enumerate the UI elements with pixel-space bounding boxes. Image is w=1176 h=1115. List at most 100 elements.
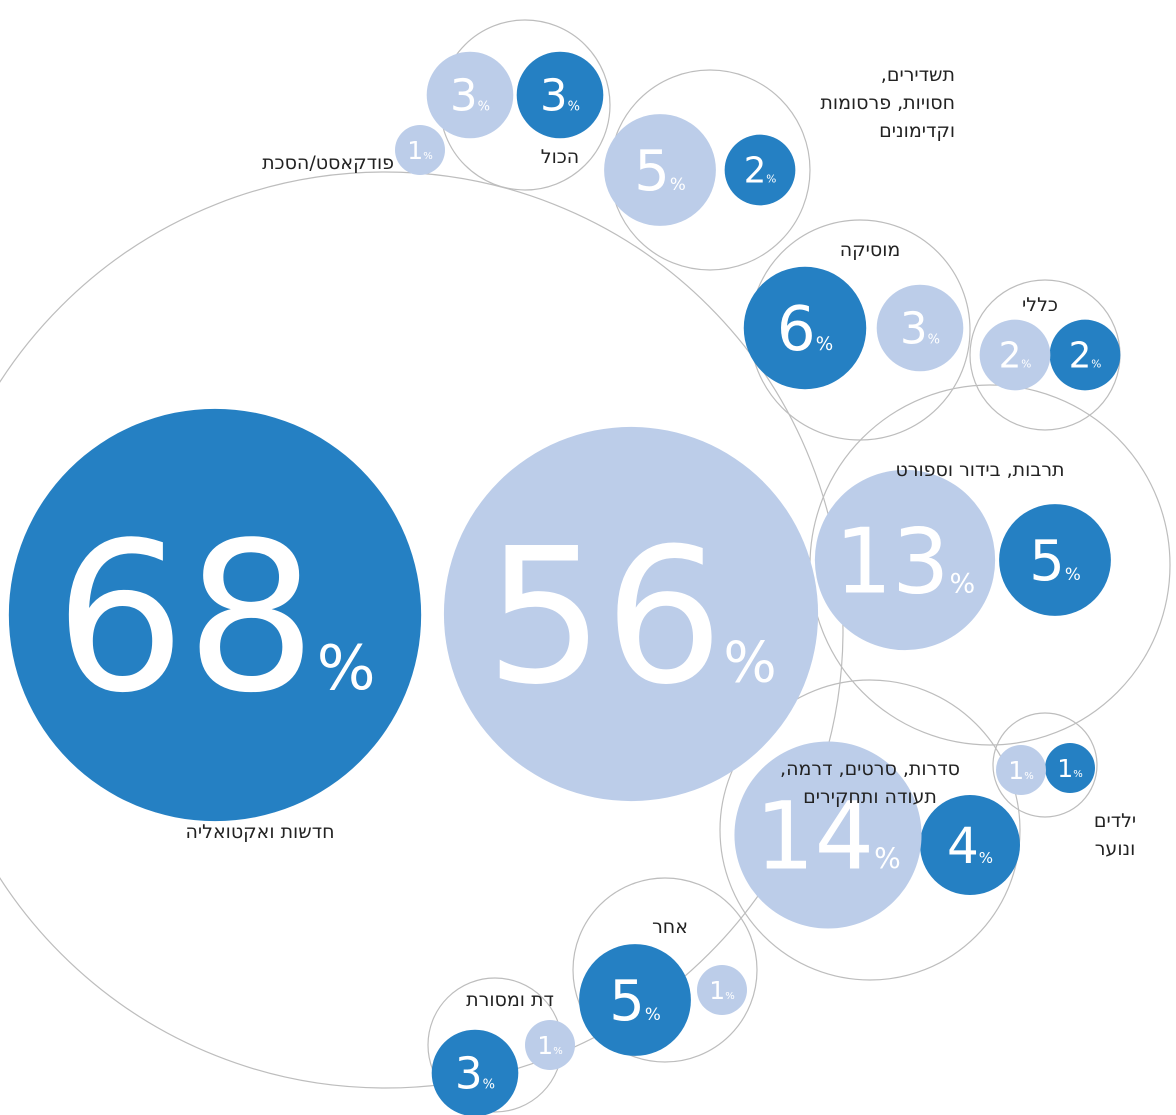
- bubble: [979, 319, 1051, 391]
- bubble-label: 3%: [900, 305, 940, 355]
- group-circle: [572, 877, 758, 1063]
- bubble-label: 1%: [1008, 756, 1033, 785]
- value: 1: [709, 976, 725, 1005]
- value: 3: [450, 72, 478, 122]
- bubble-label: 1%: [709, 976, 734, 1005]
- value: 1: [537, 1031, 553, 1060]
- group-circle: [0, 171, 844, 1089]
- bubble-label: 13%: [835, 509, 975, 614]
- bubble: [814, 469, 996, 651]
- bubble-label: 2%: [744, 151, 777, 192]
- value: 14: [755, 783, 874, 892]
- bubble: [395, 125, 445, 175]
- unit: %: [950, 568, 976, 599]
- unit: %: [816, 334, 833, 355]
- value: 5: [609, 969, 645, 1034]
- bubble: [920, 795, 1020, 895]
- unit: %: [766, 174, 776, 186]
- unit: %: [1021, 359, 1031, 371]
- value: 5: [1029, 529, 1065, 594]
- bubble-label: 5%: [609, 969, 661, 1034]
- bubble-label: 56%: [485, 508, 776, 726]
- value: 2: [744, 151, 767, 192]
- bubble-label: 68%: [54, 498, 375, 738]
- bubble-label: 3%: [540, 72, 580, 122]
- bubble: [431, 1029, 519, 1115]
- bubble-label: 3%: [450, 72, 490, 122]
- category-label: הכול: [540, 146, 580, 168]
- value: 2: [1069, 336, 1092, 377]
- bubble-label: 1%: [407, 136, 432, 165]
- unit: %: [979, 849, 993, 867]
- unit: %: [670, 174, 686, 194]
- category-label: מוסיקה: [839, 239, 901, 261]
- bubble-label: 2%: [999, 336, 1032, 377]
- unit: %: [874, 843, 901, 876]
- unit: %: [1065, 564, 1081, 584]
- value: 5: [634, 139, 670, 204]
- unit: %: [725, 991, 735, 1002]
- unit: %: [645, 1004, 661, 1024]
- unit: %: [1024, 771, 1034, 782]
- value: 3: [540, 72, 568, 122]
- bubble: [525, 1020, 575, 1070]
- value: 4: [947, 817, 979, 875]
- category-label: אחר: [652, 916, 688, 938]
- category-label: דת ומסורת: [466, 989, 554, 1011]
- bubble: [604, 114, 716, 226]
- value: 1: [1057, 754, 1073, 783]
- category-label: פודקאסט/הסכת: [262, 152, 394, 174]
- value: 3: [900, 305, 928, 355]
- bubble: [8, 408, 422, 822]
- unit: %: [928, 333, 940, 348]
- bubble: [1049, 319, 1121, 391]
- unit: %: [568, 100, 580, 115]
- bubble-label: 6%: [777, 294, 833, 365]
- category-label: ילדים ונוער: [1093, 810, 1137, 860]
- category-label: תשדירים, חסויות, פרסומות וקדימונים: [820, 64, 955, 142]
- bubble: [724, 134, 796, 206]
- value: 13: [835, 509, 950, 614]
- group-circle: [992, 712, 1098, 818]
- bubble-label: 5%: [1029, 529, 1081, 594]
- bubble: [426, 51, 514, 139]
- group-circle: [719, 679, 1021, 981]
- value: 1: [1008, 756, 1024, 785]
- bubble: [999, 504, 1111, 616]
- value: 68: [54, 498, 316, 738]
- bubble: [876, 284, 964, 372]
- bubble-label: 1%: [537, 1031, 562, 1060]
- category-label: תרבות, בידור וספורט: [895, 459, 1065, 481]
- unit: %: [1073, 769, 1083, 780]
- bubble-label: 2%: [1069, 336, 1102, 377]
- unit: %: [317, 632, 376, 704]
- bubble: [743, 266, 867, 390]
- unit: %: [478, 100, 490, 115]
- category-label: כללי: [1022, 294, 1058, 316]
- value: 1: [407, 136, 423, 165]
- bubble-label: 1%: [1057, 754, 1082, 783]
- unit: %: [483, 1078, 495, 1093]
- bubble: [579, 944, 691, 1056]
- value: 6: [777, 294, 816, 365]
- bubble: [697, 965, 747, 1015]
- bubble-label: 14%: [755, 783, 901, 892]
- category-label: סדרות, סרטים, דרמה, תעודה ותחקירים: [780, 758, 960, 808]
- value: 3: [455, 1050, 483, 1100]
- unit: %: [1091, 359, 1101, 371]
- bubble-label: 5%: [634, 139, 686, 204]
- unit: %: [553, 1046, 563, 1057]
- bubble: [734, 741, 922, 929]
- bubble: [516, 51, 604, 139]
- bubble-label: 3%: [455, 1050, 495, 1100]
- bubble: [1045, 743, 1095, 793]
- bubble: [996, 745, 1046, 795]
- value: 2: [999, 336, 1022, 377]
- category-label: חדשות ואקטואליה: [185, 821, 335, 843]
- bubble-label: 4%: [947, 817, 993, 875]
- bubble: [443, 426, 819, 802]
- unit: %: [423, 151, 433, 162]
- value: 56: [485, 508, 723, 726]
